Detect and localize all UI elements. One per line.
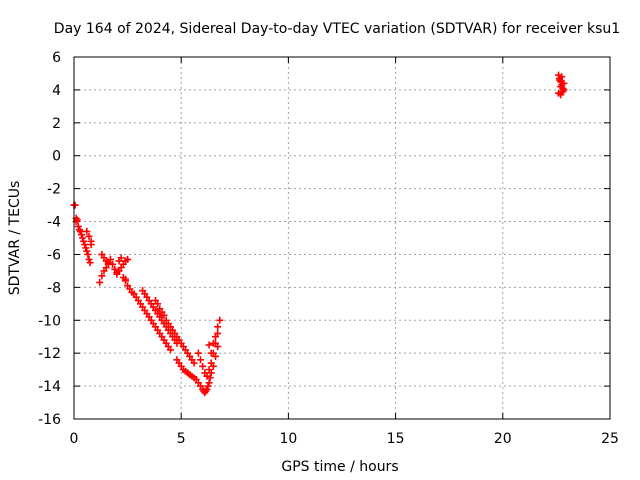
y-tick-label: 6 bbox=[52, 50, 61, 66]
data-point bbox=[209, 362, 217, 370]
data-point bbox=[212, 352, 220, 360]
data-point bbox=[71, 201, 79, 209]
data-point bbox=[205, 366, 213, 374]
y-tick-label: -12 bbox=[38, 346, 61, 362]
chart-title: Day 164 of 2024, Sidereal Day-to-day VTE… bbox=[54, 21, 620, 37]
data-point bbox=[190, 359, 198, 367]
data-point bbox=[559, 88, 567, 96]
data-point bbox=[216, 316, 224, 324]
data-point bbox=[558, 73, 566, 81]
y-tick-label: -4 bbox=[47, 215, 61, 231]
data-point bbox=[160, 311, 168, 319]
x-tick-label: 20 bbox=[494, 431, 512, 447]
grid-lines bbox=[74, 57, 610, 419]
data-point bbox=[113, 269, 121, 277]
data-point bbox=[87, 237, 95, 245]
data-point bbox=[76, 227, 84, 235]
data-point bbox=[96, 278, 104, 286]
data-point bbox=[203, 385, 211, 393]
data-point bbox=[199, 362, 207, 370]
data-point bbox=[204, 382, 212, 390]
data-point bbox=[209, 339, 217, 347]
data-points bbox=[70, 71, 568, 397]
data-point bbox=[81, 241, 89, 249]
data-point bbox=[121, 275, 129, 283]
data-point bbox=[83, 247, 91, 255]
data-point bbox=[205, 379, 213, 387]
y-axis-label: SDTVAR / TECUs bbox=[7, 181, 23, 296]
data-point bbox=[205, 341, 213, 349]
y-tick-label: 0 bbox=[52, 149, 61, 165]
data-point bbox=[83, 227, 91, 235]
data-point bbox=[214, 343, 222, 351]
data-point bbox=[86, 259, 94, 267]
x-tick-label: 15 bbox=[387, 431, 405, 447]
x-axis-label: GPS time / hours bbox=[281, 459, 398, 475]
data-point bbox=[109, 260, 117, 268]
y-tick-labels: -16 -14 -12 -10 -8 -6 -4 -2 0 2 4 6 bbox=[38, 50, 61, 428]
y-tick-label: -10 bbox=[38, 313, 61, 329]
y-tick-label: -14 bbox=[38, 379, 61, 395]
data-point bbox=[78, 231, 86, 239]
data-point bbox=[79, 234, 87, 242]
y-tick-label: 2 bbox=[52, 116, 61, 132]
data-point bbox=[82, 244, 90, 252]
axis-ticks bbox=[73, 56, 611, 420]
data-point bbox=[196, 356, 204, 364]
data-point bbox=[106, 255, 114, 263]
x-tick-label: 5 bbox=[177, 431, 186, 447]
data-point bbox=[84, 250, 92, 258]
data-point bbox=[557, 83, 565, 91]
data-point bbox=[212, 333, 220, 341]
data-point bbox=[80, 237, 88, 245]
y-tick-label: -8 bbox=[47, 280, 61, 296]
data-point bbox=[560, 79, 568, 87]
data-point bbox=[194, 349, 202, 357]
data-point bbox=[85, 232, 93, 240]
y-tick-label: -2 bbox=[47, 182, 61, 198]
y-tick-label: -16 bbox=[38, 412, 61, 428]
data-point bbox=[166, 346, 174, 354]
data-point bbox=[73, 216, 81, 224]
data-point bbox=[207, 349, 215, 357]
y-tick-label: -6 bbox=[47, 247, 61, 263]
x-tick-label: 25 bbox=[601, 431, 619, 447]
data-point bbox=[115, 257, 123, 265]
data-point bbox=[85, 255, 93, 263]
data-point bbox=[98, 272, 106, 280]
data-point bbox=[203, 372, 211, 380]
data-point bbox=[214, 323, 222, 331]
x-tick-label: 10 bbox=[279, 431, 297, 447]
data-point bbox=[154, 300, 162, 308]
x-tick-labels: 0 5 10 15 20 25 bbox=[70, 431, 619, 447]
x-tick-label: 0 bbox=[70, 431, 79, 447]
data-point bbox=[74, 222, 82, 230]
y-tick-label: 4 bbox=[52, 83, 61, 99]
plot-frame bbox=[73, 56, 611, 420]
data-point bbox=[124, 255, 132, 263]
